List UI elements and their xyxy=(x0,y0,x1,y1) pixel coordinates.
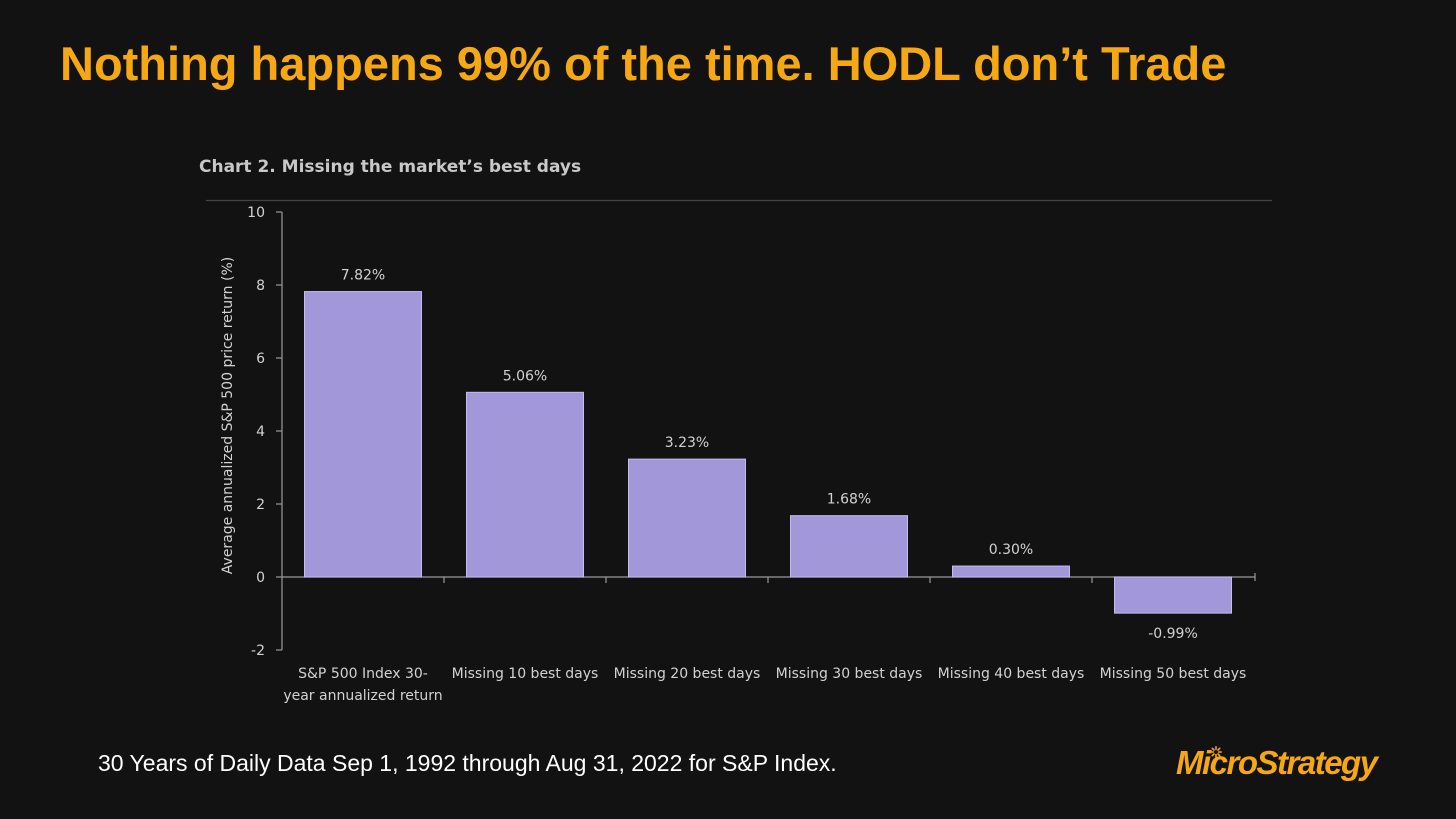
y-tick-label: 2 xyxy=(256,497,265,513)
bar-value-label: -0.99% xyxy=(1148,626,1198,642)
y-tick-label: 0 xyxy=(256,570,265,586)
bar xyxy=(790,515,908,578)
bar-value-label: 0.30% xyxy=(989,542,1033,558)
bar-value-label: 3.23% xyxy=(665,435,709,451)
x-category-label: S&P 500 Index 30- xyxy=(298,666,428,682)
x-category-label: Missing 40 best days xyxy=(938,666,1085,682)
y-tick-label: 8 xyxy=(256,278,265,294)
slide-title: Nothing happens 99% of the time. HODL do… xyxy=(60,37,1227,90)
x-category-label: year annualized return xyxy=(283,688,442,704)
bar xyxy=(628,458,746,578)
microstrategy-logo: MicroStrategy xyxy=(1176,744,1378,781)
x-category-label: Missing 20 best days xyxy=(614,666,761,682)
y-tick-label: 4 xyxy=(256,424,265,440)
x-category-label: Missing 50 best days xyxy=(1100,666,1247,682)
y-tick-label: -2 xyxy=(251,643,265,659)
bar-value-label: 1.68% xyxy=(827,492,871,508)
spark-icon xyxy=(1210,746,1222,758)
y-tick-label: 6 xyxy=(256,351,265,367)
y-tick-label: 10 xyxy=(247,205,265,221)
bar xyxy=(952,565,1070,578)
x-category-label: Missing 30 best days xyxy=(776,666,923,682)
bar-value-label: 5.06% xyxy=(503,368,547,384)
bar xyxy=(466,391,584,578)
chart-title: Chart 2. Missing the market’s best days xyxy=(199,157,582,177)
y-axis-title: Average annualized S&P 500 price return … xyxy=(220,257,236,574)
bar-value-label: 7.82% xyxy=(341,268,385,284)
footnote: 30 Years of Daily Data Sep 1, 1992 throu… xyxy=(98,750,837,776)
x-category-label: Missing 10 best days xyxy=(452,666,599,682)
bar xyxy=(1114,576,1232,614)
bar xyxy=(304,291,422,578)
